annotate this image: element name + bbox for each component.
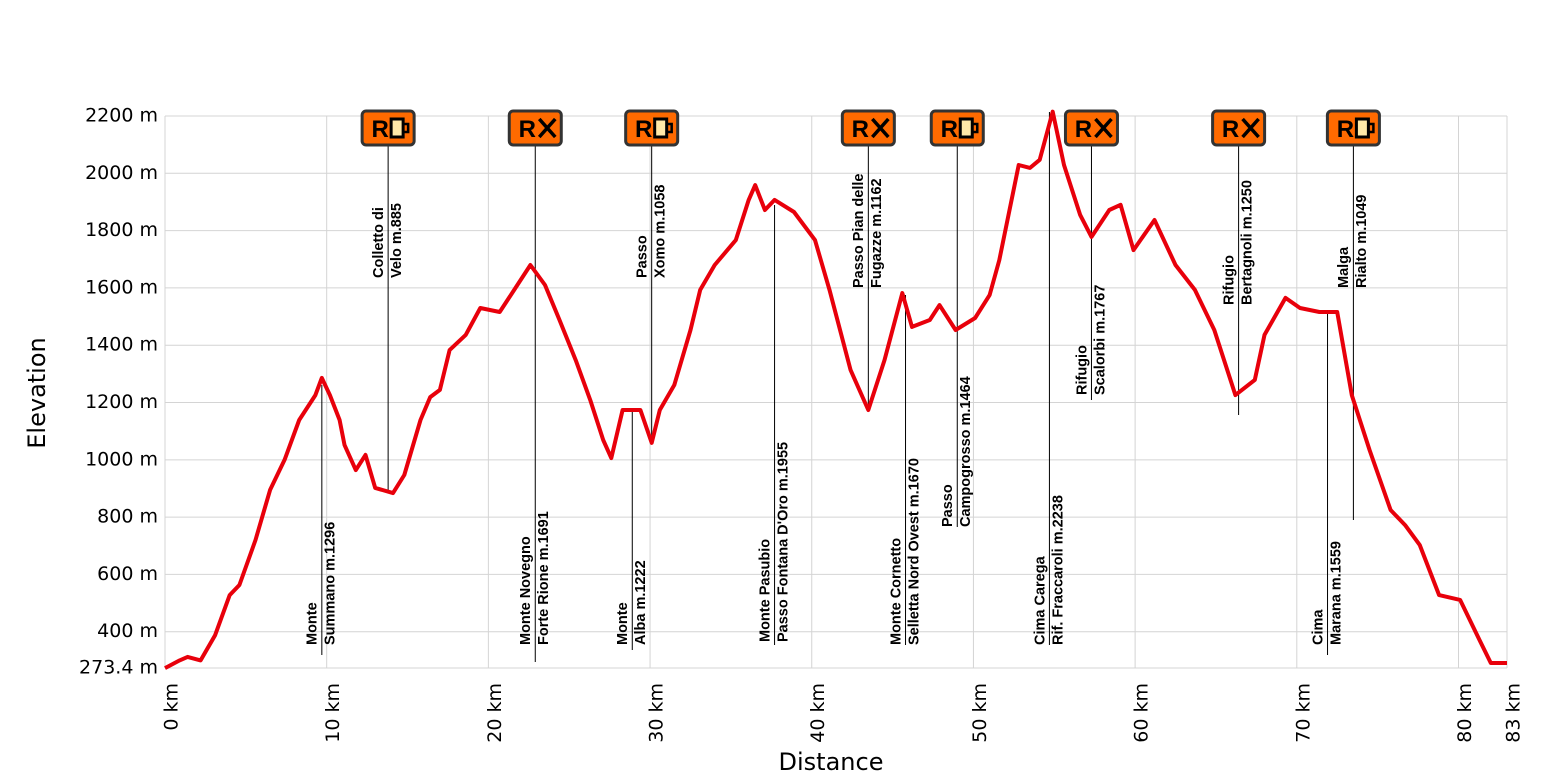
x-tick-label: 83 km: [1503, 683, 1525, 743]
icon-box: [1063, 109, 1119, 147]
annotation-label: Passo Fontana D'Oro m.1955: [775, 442, 791, 642]
icon-cup-handle: [666, 122, 673, 134]
icon-cup-handle: [1368, 122, 1375, 134]
icon-cup: [653, 117, 669, 139]
annotation-label: Marana m.1559: [1328, 541, 1344, 645]
annotation-label: Cima: [1310, 609, 1326, 645]
y-tick-label: 2200 m: [85, 105, 158, 127]
x-tick-label: 70 km: [1292, 683, 1314, 743]
x-tick-label: 40 km: [807, 683, 829, 743]
icon-letter: R: [371, 116, 388, 143]
y-axis-title: Elevation: [23, 337, 51, 448]
y-tick-label: 600 m: [97, 563, 158, 585]
refuge-icon: R: [1211, 109, 1267, 147]
annotation-label: Selletta Nord Ovest m.1670: [906, 458, 922, 645]
annotation-label: Fugazze m.1162: [869, 178, 885, 288]
refuge-icon: R: [1063, 109, 1119, 147]
y-tick-label: 1800 m: [85, 219, 158, 241]
refuge-icon: R: [507, 109, 563, 147]
icon-letter: R: [852, 116, 869, 143]
icon-letter: R: [1222, 116, 1239, 143]
y-tick-label: 273.4 m: [79, 657, 158, 679]
annotation-label: Rialto m.1049: [1354, 195, 1370, 289]
icon-cross: [871, 117, 890, 139]
x-tick-label: 0 km: [161, 683, 183, 731]
icon-cross: [1241, 117, 1260, 139]
grid: [164, 115, 1508, 669]
annotation-label: Velo m.885: [389, 203, 405, 278]
annotation-label: Alba m.1222: [633, 560, 649, 645]
icon-box: [840, 109, 896, 147]
annotation-label: Cima Carega: [1032, 555, 1048, 645]
annotation-label: Monte Novegno: [518, 536, 534, 645]
y-tick-label: 1000 m: [85, 448, 158, 470]
annotation-label: Passo Pian delle: [851, 174, 867, 288]
y-tick-label: 1200 m: [85, 391, 158, 413]
y-tick-label: 400 m: [97, 620, 158, 642]
y-tick-label: 800 m: [97, 506, 158, 528]
annotation-label: Forte Rione m.1691: [536, 511, 552, 645]
icon-box: [1211, 109, 1267, 147]
y-tick-label: 1400 m: [85, 334, 158, 356]
annotation-label: Monte Cornetto: [888, 538, 904, 645]
x-tick-label: 60 km: [1131, 683, 1153, 743]
icon-box: [507, 109, 563, 147]
refuge-icon: R: [1325, 109, 1381, 147]
plot: [164, 109, 1507, 670]
icon-letter: R: [941, 116, 958, 143]
icon-cup-handle: [403, 122, 410, 134]
annotation-label: Monte Pasubio: [757, 539, 773, 642]
icon-letter: R: [635, 116, 652, 143]
annotation-label: Summano m.1296: [323, 522, 339, 645]
annotation-label: Passo: [635, 235, 651, 278]
icon-cross: [537, 117, 557, 139]
refuge-icon: R: [624, 109, 680, 147]
refuge-icon: R: [360, 109, 416, 147]
annotation-label: Malga: [1336, 246, 1352, 288]
icon-letter: R: [519, 116, 536, 143]
annotation-label: Monte: [615, 602, 631, 645]
icon-cross: [1094, 117, 1113, 139]
refuge-icon: R: [840, 109, 896, 147]
icon-cup: [958, 117, 974, 139]
x-axis-title: Distance: [779, 748, 884, 776]
icon-cup: [1354, 117, 1370, 139]
annotation-label: Colletto di: [371, 207, 387, 278]
annotation-label: Xomo m.1058: [653, 185, 669, 279]
icon-letter: R: [1337, 116, 1354, 143]
icon-cup: [389, 117, 405, 139]
x-tick-label: 80 km: [1454, 683, 1476, 743]
x-tick-label: 50 km: [969, 683, 991, 743]
elevation-line: [164, 109, 1507, 670]
annotation-label: Passo: [940, 484, 956, 527]
annotation-label: Campogrosso m.1464: [958, 376, 974, 527]
annotation-label: Scalorbi m.1767: [1092, 285, 1108, 395]
annotation-label: Rifugio: [1221, 255, 1237, 305]
annotation-label: Monte: [305, 602, 321, 645]
y-tick-label: 1600 m: [85, 276, 158, 298]
y-tick-label: 2000 m: [85, 162, 158, 184]
annotation-label: Bertagnoli m.1250: [1239, 180, 1255, 305]
x-tick-label: 20 km: [484, 683, 506, 743]
refuge-icon: R: [929, 109, 985, 147]
annotation-label: Rifugio: [1074, 345, 1090, 395]
x-tick-label: 30 km: [646, 683, 668, 743]
icon-cup-handle: [972, 122, 979, 134]
annotation-label: Rif. Fraccaroli m.2238: [1050, 495, 1066, 645]
x-tick-label: 10 km: [322, 683, 344, 743]
icon-letter: R: [1075, 116, 1092, 143]
